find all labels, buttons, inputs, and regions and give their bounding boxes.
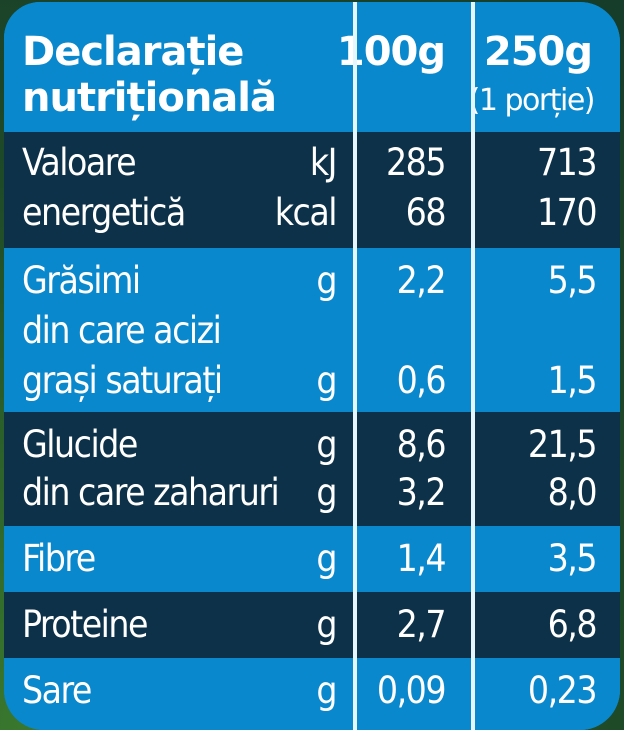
value-per-portion: 3,5 xyxy=(547,537,598,580)
row-unit: g xyxy=(316,423,337,466)
table-row-salt: Sare g 0,09 0,23 xyxy=(4,658,620,730)
value-per-100g: 285 xyxy=(385,141,447,184)
value-per-portion: 713 xyxy=(536,141,598,184)
value-per-100g: 8,6 xyxy=(396,423,447,466)
value-per-100g: 0,6 xyxy=(396,359,447,402)
row-label: Valoare xyxy=(22,141,137,184)
value-per-100g: 1,4 xyxy=(396,537,447,580)
column-divider-2 xyxy=(471,2,475,730)
value-per-portion: 8,0 xyxy=(547,471,598,514)
table-row-protein: Proteine g 2,7 6,8 xyxy=(4,592,620,658)
row-unit: g xyxy=(316,603,337,646)
value-per-portion: 6,8 xyxy=(547,603,598,646)
value-per-portion: 21,5 xyxy=(527,423,598,466)
row-label: din care acizi xyxy=(22,309,222,352)
row-unit: kcal xyxy=(274,191,338,234)
row-label: Fibre xyxy=(22,537,96,580)
row-label: Grăsimi xyxy=(22,259,141,302)
table-row-fibre: Fibre g 1,4 3,5 xyxy=(4,526,620,592)
row-label: Sare xyxy=(22,669,92,712)
row-unit: g xyxy=(316,359,337,402)
value-per-portion: 170 xyxy=(536,191,598,234)
nutrition-table: Declarație nutrițională 100g 250g (1 por… xyxy=(4,2,620,730)
table-title-line2: nutrițională xyxy=(22,75,277,121)
row-unit: g xyxy=(316,259,337,302)
value-per-100g: 3,2 xyxy=(396,471,447,514)
value-per-portion: 0,23 xyxy=(527,669,598,712)
row-label: energetică xyxy=(22,191,186,234)
column-header-portion: (1 porție) xyxy=(468,83,596,118)
value-per-100g: 2,2 xyxy=(396,259,447,302)
column-header-250g: 250g xyxy=(483,29,593,75)
value-per-portion: 1,5 xyxy=(547,359,598,402)
column-divider-1 xyxy=(353,2,357,730)
table-title-line1: Declarație xyxy=(22,29,244,75)
table-row-carbohydrates: Glucide g 8,6 21,5 din care zaharuri g 3… xyxy=(4,412,620,526)
value-per-portion: 5,5 xyxy=(547,259,598,302)
table-row-fats: Grăsimi g 2,2 5,5 din care acizi grași s… xyxy=(4,248,620,412)
row-unit: kJ xyxy=(309,141,338,184)
row-unit: g xyxy=(316,471,337,514)
row-label: grași saturați xyxy=(22,359,223,402)
table-header: Declarație nutrițională 100g 250g (1 por… xyxy=(4,2,620,132)
row-label: Glucide xyxy=(22,423,138,466)
table-row-energy: Valoare kJ 285 713 energetică kcal 68 17… xyxy=(4,132,620,248)
value-per-100g: 2,7 xyxy=(396,603,447,646)
row-label: din care zaharuri xyxy=(22,471,280,514)
row-label: Proteine xyxy=(22,603,149,646)
row-unit: g xyxy=(316,669,337,712)
value-per-100g: 0,09 xyxy=(376,669,447,712)
row-unit: g xyxy=(316,537,337,580)
value-per-100g: 68 xyxy=(405,191,447,234)
